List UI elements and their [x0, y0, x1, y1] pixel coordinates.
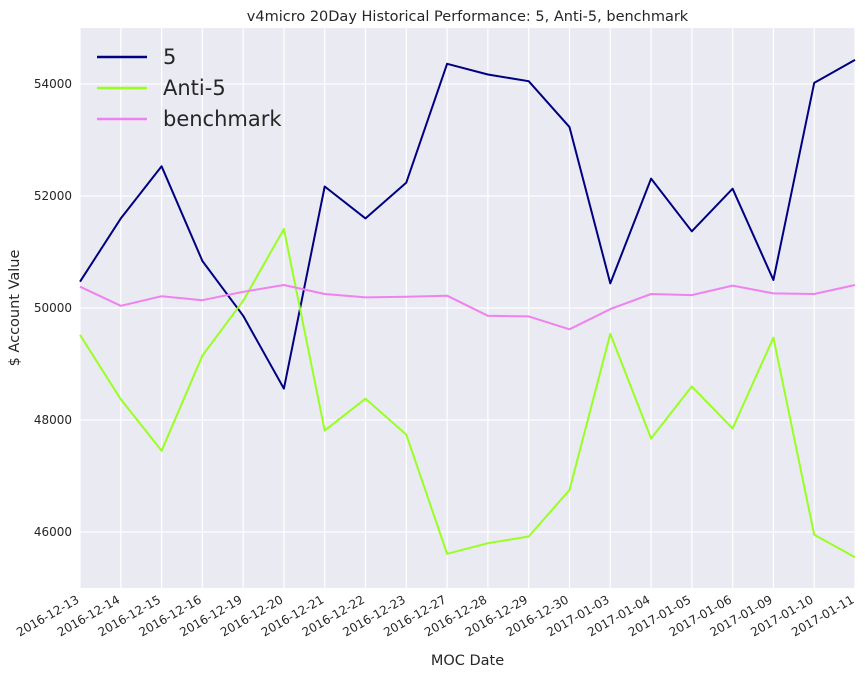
legend: 5 Anti-5 benchmark — [97, 45, 282, 131]
y-tick-label: 48000 — [34, 413, 72, 427]
series-line-anti-5 — [79, 228, 856, 559]
y-tick-label: 50000 — [34, 301, 72, 315]
series-line-benchmark — [79, 284, 856, 331]
y-tick-labels: 46000 48000 50000 52000 54000 — [34, 77, 72, 539]
y-tick-label: 54000 — [34, 77, 72, 91]
legend-label: Anti-5 — [163, 76, 226, 100]
legend-label: benchmark — [163, 107, 282, 131]
series-line-5 — [79, 59, 856, 390]
x-axis-label: MOC Date — [431, 653, 504, 669]
y-tick-label: 52000 — [34, 189, 72, 203]
y-tick-label: 46000 — [34, 525, 72, 539]
grid-lines — [79, 28, 856, 588]
series-lines — [79, 59, 856, 559]
chart-title: v4micro 20Day Historical Performance: 5,… — [247, 9, 689, 25]
x-tick-labels: 2016-12-132016-12-142016-12-152016-12-16… — [14, 592, 856, 639]
legend-label: 5 — [163, 45, 176, 69]
y-axis-label: $ Account Value — [7, 250, 23, 367]
